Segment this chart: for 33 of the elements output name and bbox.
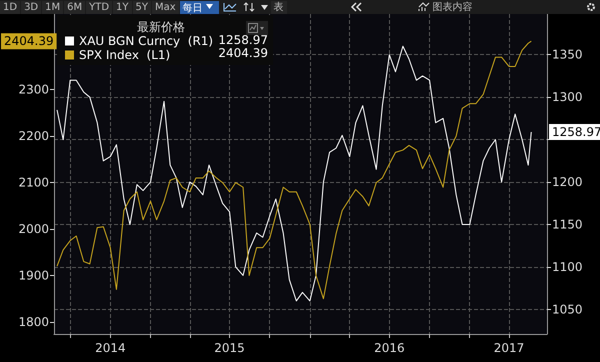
y2-tick-label: 1200: [552, 175, 583, 190]
text: 5Y: [132, 0, 152, 14]
y2-tick-label: 1050: [552, 302, 583, 316]
y-tick-label: 2200: [18, 129, 49, 144]
text: 每日: [180, 0, 219, 14]
x-tick-label: 2017: [494, 341, 524, 355]
y2-tick-label: 1100: [552, 260, 583, 274]
y2-tick-label: 1300: [552, 90, 583, 104]
x-tick-label: 2015: [214, 341, 245, 355]
y-tick-label: 2100: [18, 176, 49, 190]
y-tick-label: 1800: [18, 314, 49, 329]
y-tick-label: 2000: [18, 222, 49, 236]
text: 1Y: [113, 0, 132, 14]
text: Max: [152, 0, 179, 14]
y2-tick-label: 1150: [552, 218, 583, 232]
legend-title: 最新价格: [137, 20, 185, 34]
x-tick-label: 2014: [95, 341, 126, 355]
text: 2404.39: [4, 34, 54, 48]
text: 1M: [42, 0, 64, 14]
legend-label: XAU BGN Curncy (R1): [79, 34, 214, 48]
text: 图表内容: [432, 0, 473, 14]
annotation: 1258.97: [218, 33, 268, 47]
text: 6M: [64, 0, 86, 14]
text: 3D: [21, 0, 42, 14]
y2-tick-label: 1350: [552, 48, 583, 62]
text: 1D: [0, 0, 20, 14]
y-tick-label: 2300: [18, 82, 49, 97]
x-tick-label: 2016: [374, 341, 405, 355]
y-tick-label: 1900: [18, 268, 49, 282]
text: 表: [270, 0, 287, 14]
legend-label: SPX Index (L1): [79, 48, 170, 62]
annotation: 2404.39: [218, 46, 268, 60]
text: YTD: [86, 0, 112, 14]
